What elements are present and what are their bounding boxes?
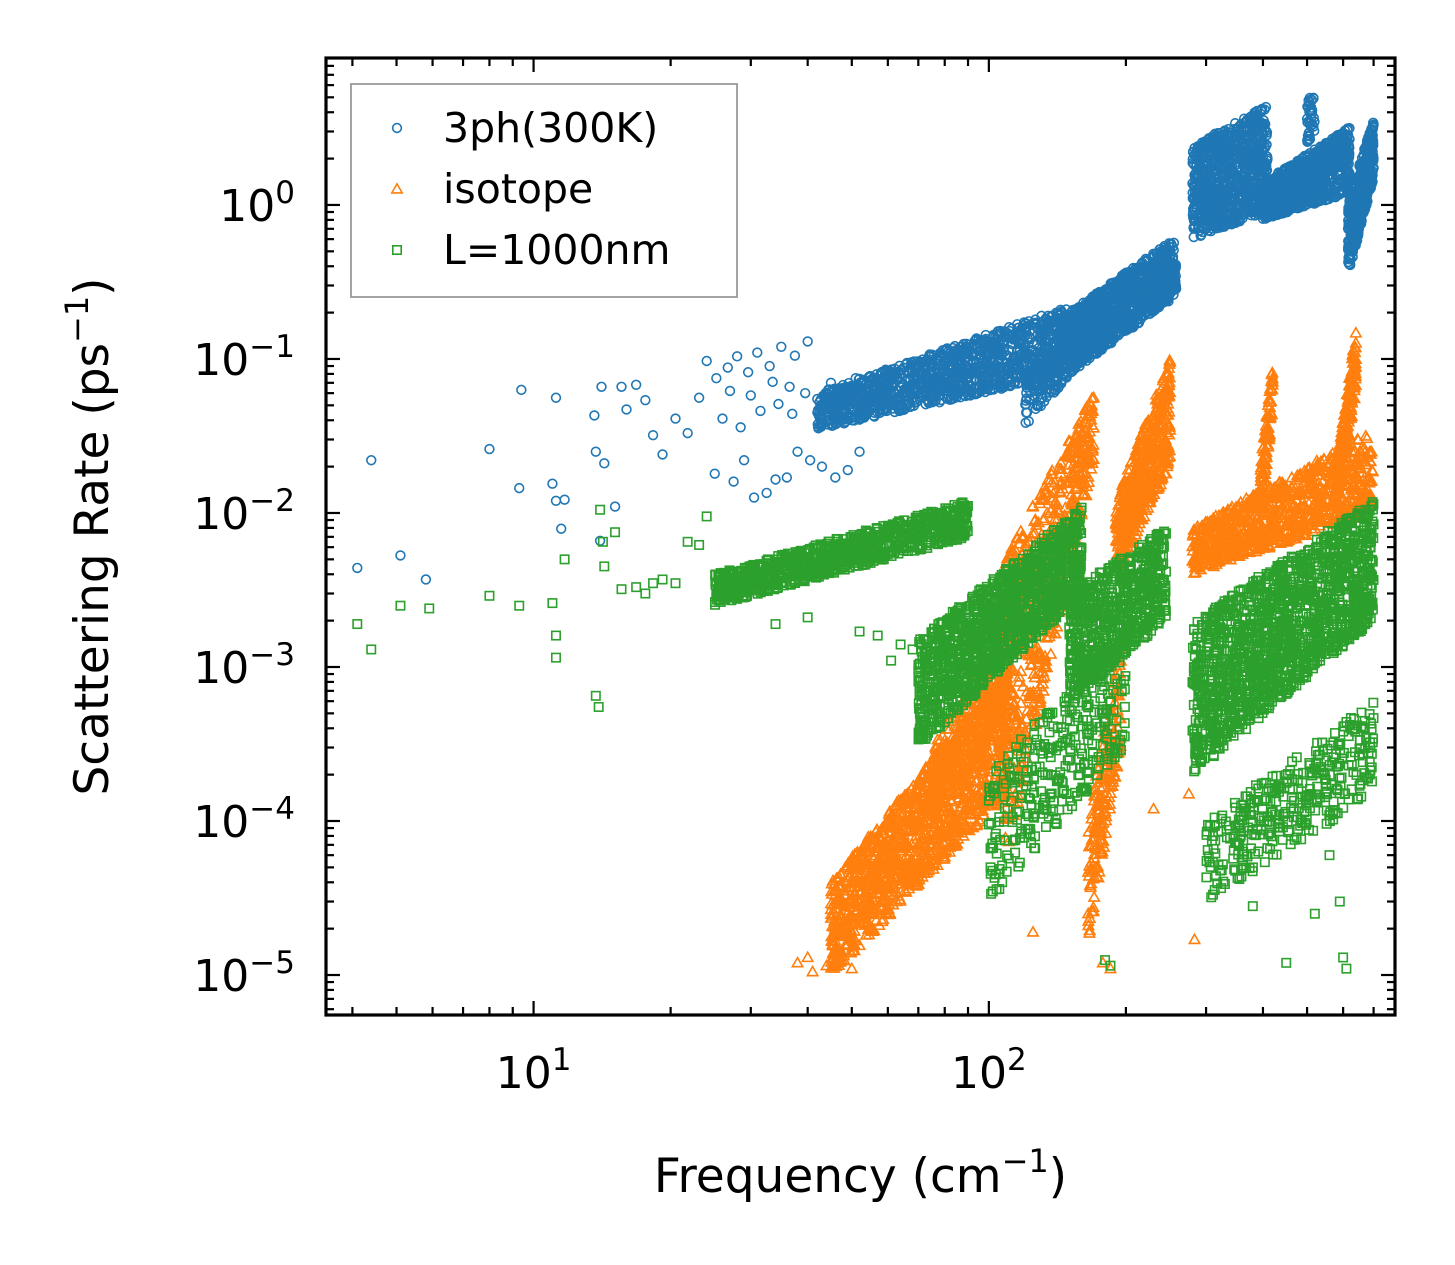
data-point: [909, 397, 920, 408]
data-point: [926, 349, 938, 360]
data-point: [879, 399, 890, 410]
data-point: [853, 400, 865, 411]
data-point: [1051, 348, 1062, 359]
data-point: [1045, 376, 1056, 387]
data-point: [1022, 377, 1033, 389]
data-point: [955, 392, 966, 403]
data-point: [812, 407, 823, 418]
data-point: [827, 406, 839, 417]
data-point: [1044, 354, 1056, 366]
data-point: [952, 377, 964, 389]
data-point: [989, 365, 1001, 377]
data-point: [1028, 339, 1040, 350]
data-point: [906, 394, 917, 405]
data-point: [872, 386, 884, 397]
data-point: [924, 380, 935, 391]
data-point: [902, 366, 914, 378]
data-point: [953, 364, 964, 375]
data-point: [1046, 386, 1057, 397]
data-point: [930, 391, 941, 402]
data-point: [1027, 344, 1039, 356]
data-point: [1014, 326, 1026, 338]
data-point: [987, 340, 998, 352]
data-point: [958, 353, 970, 365]
data-point: [888, 385, 899, 396]
data-point: [857, 410, 868, 421]
data-point: [990, 375, 1001, 386]
data-point: [924, 391, 935, 402]
data-point: [909, 373, 920, 384]
data-point: [958, 386, 969, 397]
data-point: [959, 347, 971, 359]
data-point: [874, 405, 885, 416]
data-point: [832, 392, 843, 403]
data-point: [970, 384, 981, 395]
data-point: [1051, 307, 1062, 318]
data-point: [844, 391, 855, 403]
data-point: [837, 394, 849, 405]
data-point: [980, 329, 991, 341]
data-point: [869, 407, 880, 419]
data-point: [830, 415, 842, 426]
series-1: [352, 92, 1379, 585]
data-point: [882, 385, 894, 396]
data-point: [952, 351, 963, 363]
data-point: [979, 364, 990, 375]
data-point: [821, 388, 832, 399]
data-point: [877, 376, 889, 388]
data-point: [1023, 416, 1034, 427]
data-point: [920, 356, 931, 368]
data-point: [1030, 403, 1041, 415]
data-point: [1003, 375, 1015, 386]
data-point: [945, 393, 957, 405]
data-point: [938, 350, 949, 361]
data-point: [941, 393, 953, 404]
data-point: [1008, 361, 1020, 373]
data-point: [1028, 317, 1039, 328]
data-point: [925, 392, 936, 403]
series-layer: [352, 92, 1380, 977]
data-point: [919, 383, 930, 394]
data-point: [985, 346, 996, 357]
data-point: [1033, 400, 1044, 411]
data-point: [845, 413, 857, 424]
data-point: [973, 363, 985, 375]
data-point: [974, 374, 985, 385]
data-point: [911, 364, 922, 375]
data-point: [880, 404, 891, 415]
data-point: [1039, 322, 1050, 334]
data-point: [1031, 399, 1043, 410]
data-point: [812, 421, 824, 432]
data-point: [1052, 310, 1064, 321]
data-point: [954, 362, 966, 374]
data-point: [920, 360, 931, 372]
data-point: [1024, 366, 1036, 377]
data-point: [1035, 330, 1046, 341]
data-point: [975, 352, 986, 364]
data-point: [935, 379, 946, 391]
data-point: [902, 383, 914, 394]
data-point: [828, 420, 839, 431]
data-point: [818, 390, 829, 402]
data-point: [1030, 319, 1041, 330]
data-point: [876, 366, 888, 378]
data-point: [982, 351, 994, 362]
data-point: [888, 378, 900, 390]
data-point: [1001, 361, 1012, 373]
data-point: [1051, 322, 1063, 333]
data-point: [961, 342, 972, 354]
data-point: [859, 408, 870, 420]
data-point: [896, 404, 907, 415]
data-point: [979, 382, 991, 393]
data-point: [947, 370, 959, 382]
data-point: [1042, 361, 1053, 373]
data-point: [976, 358, 987, 370]
data-point: [894, 391, 905, 402]
data-point: [1015, 339, 1026, 350]
data-point: [951, 389, 963, 400]
data-point: [1053, 333, 1064, 345]
